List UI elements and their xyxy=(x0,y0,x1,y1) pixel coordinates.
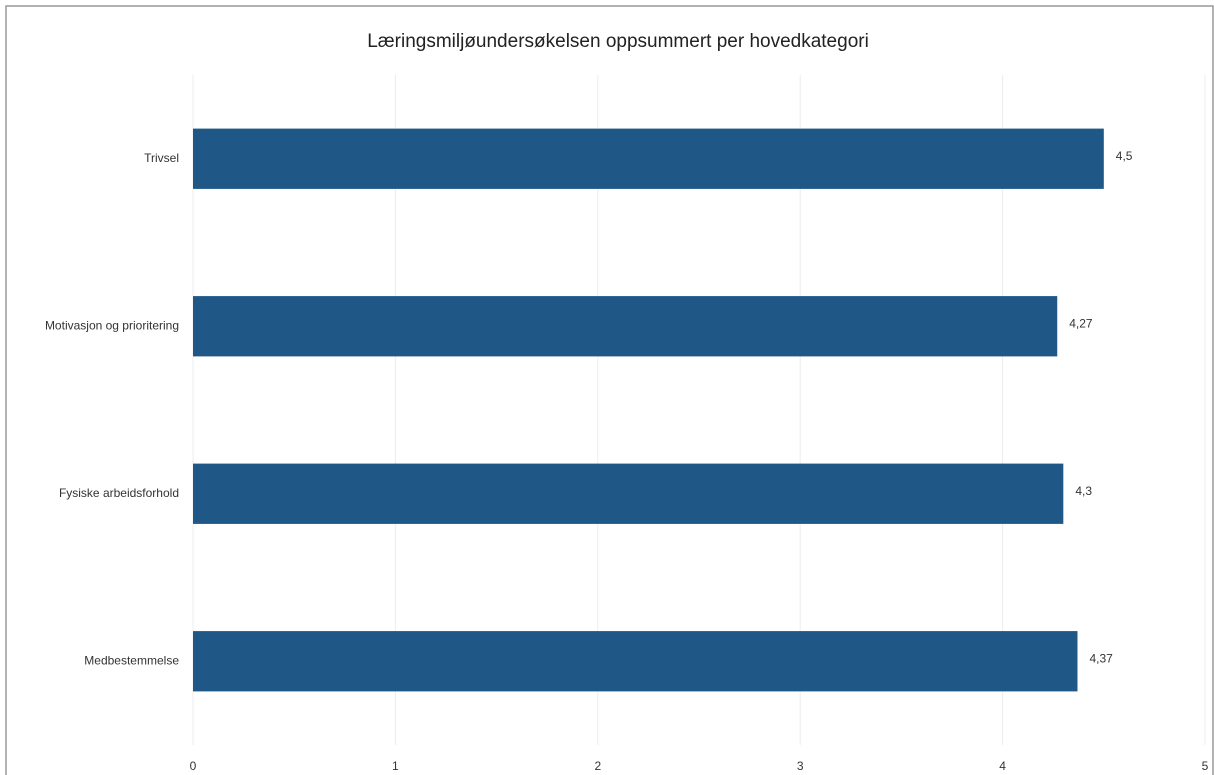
y-tick-label: Fysiske arbeidsforhold xyxy=(59,486,179,500)
bar xyxy=(193,128,1104,189)
frame xyxy=(5,5,1214,775)
y-tick-label: Motivasjon og prioritering xyxy=(45,318,179,332)
x-tick-label: 2 xyxy=(594,759,601,773)
x-tick-label: 4 xyxy=(999,759,1006,773)
x-tick-label: 5 xyxy=(1202,759,1209,773)
x-tick-label: 0 xyxy=(190,759,197,773)
chart-title: Læringsmiljøundersøkelsen oppsummert per… xyxy=(367,31,869,52)
value-label: 4,37 xyxy=(1089,651,1113,665)
x-tick-label: 1 xyxy=(392,759,399,773)
y-tick-label: Medbestemmelse xyxy=(84,653,179,667)
x-tick-label: 3 xyxy=(797,759,804,773)
value-label: 4,3 xyxy=(1075,484,1092,498)
bar xyxy=(193,631,1078,692)
bar xyxy=(193,296,1058,357)
value-label: 4,5 xyxy=(1116,149,1133,163)
y-tick-label: Trivsel xyxy=(144,151,179,165)
value-label: 4,27 xyxy=(1069,316,1093,330)
bar xyxy=(193,463,1064,524)
